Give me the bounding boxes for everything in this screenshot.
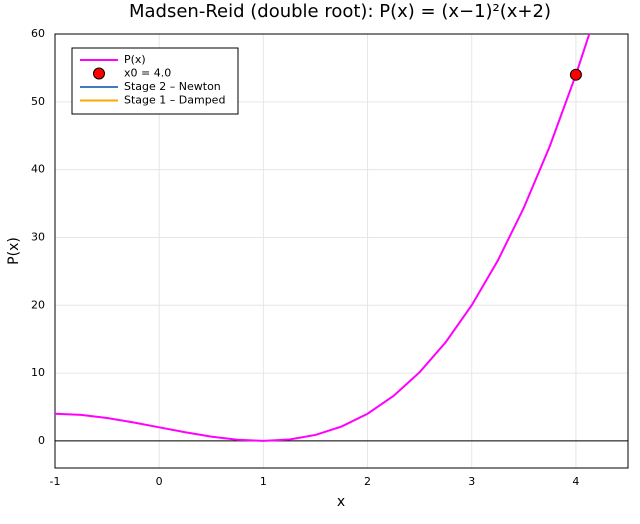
- plot-frame: [54, 33, 629, 469]
- y-tick-label: 0: [38, 434, 45, 447]
- y-axis-label: P(x): [6, 237, 22, 265]
- y-tick-label: 10: [31, 366, 45, 379]
- x-tick-label: 3: [468, 475, 475, 488]
- x-tick-label: 4: [572, 475, 579, 488]
- y-tick-label: 40: [31, 163, 45, 176]
- y-tick-label: 30: [31, 230, 45, 243]
- x-tick-label: -1: [50, 475, 61, 488]
- x-tick-label: 0: [156, 475, 163, 488]
- y-tick-label: 50: [31, 95, 45, 108]
- curve: [55, 34, 591, 442]
- chart-title: Madsen-Reid (double root): P(x) = (x−1)²…: [129, 1, 551, 22]
- x-tick-label: 2: [364, 475, 371, 488]
- legend-label: Stage 2 – Newton: [124, 80, 221, 93]
- x-tick-label: 1: [260, 475, 267, 488]
- legend-label: Stage 1 – Damped: [124, 94, 225, 107]
- y-tick-label: 60: [31, 27, 45, 40]
- marker: [569, 68, 582, 81]
- x-axis-label: x: [337, 494, 345, 510]
- legend-label: x0 = 4.0: [124, 67, 171, 80]
- legend-label: P(x): [124, 53, 146, 66]
- plot-area: [55, 34, 591, 442]
- y-tick-label: 20: [31, 298, 45, 311]
- legend-marker: [93, 67, 105, 80]
